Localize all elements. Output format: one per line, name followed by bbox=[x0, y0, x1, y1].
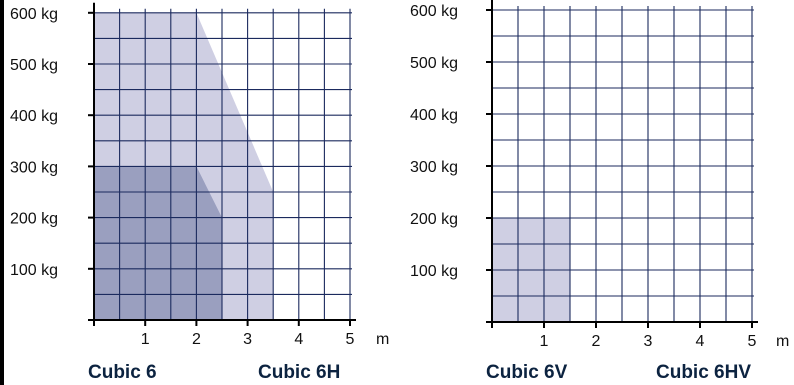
y-tick-label: 600 kg bbox=[410, 3, 458, 20]
chart-panel-2: 100 kg 200 kg 300 kg 400 kg 500 kg 600 kg 1 2 3 4… bbox=[410, 0, 789, 383]
y-tick-label: 400 kg bbox=[410, 107, 458, 124]
model-caption: Cubic 6 bbox=[88, 362, 157, 383]
y-tick-label: 600 kg bbox=[10, 6, 58, 23]
model-caption: Cubic 6V bbox=[486, 362, 568, 383]
x-unit-label: m bbox=[376, 331, 389, 348]
x-tick-label: 1 bbox=[141, 331, 150, 348]
x-tick-label: 2 bbox=[592, 333, 601, 350]
x-tick-label: 4 bbox=[294, 331, 303, 348]
x-tick-label: 2 bbox=[192, 331, 201, 348]
y-tick-label: 200 kg bbox=[410, 211, 458, 228]
x-tick-label: 3 bbox=[644, 333, 653, 350]
chart-panel-1: 100 kg 200 kg 300 kg 400 kg 500 kg 600 kg 1 2 3 4… bbox=[10, 2, 389, 383]
y-tick-label: 500 kg bbox=[10, 57, 58, 74]
left-edge-bar bbox=[0, 0, 4, 385]
y-tick-label: 100 kg bbox=[410, 263, 458, 280]
x-tick-label: 1 bbox=[540, 333, 549, 350]
y-tick-label: 500 kg bbox=[410, 55, 458, 72]
x-unit-label: m bbox=[776, 333, 789, 350]
model-caption: Cubic 6HV bbox=[656, 362, 751, 383]
x-tick-label: 5 bbox=[748, 333, 757, 350]
x-tick-label: 4 bbox=[696, 333, 705, 350]
x-tick-label: 3 bbox=[243, 331, 252, 348]
y-tick-label: 300 kg bbox=[410, 159, 458, 176]
x-tick-label: 5 bbox=[346, 331, 355, 348]
y-tick-label: 200 kg bbox=[10, 211, 58, 228]
y-tick-label: 400 kg bbox=[10, 108, 58, 125]
model-caption: Cubic 6H bbox=[258, 362, 340, 383]
y-tick-label: 100 kg bbox=[10, 262, 58, 279]
y-tick-label: 300 kg bbox=[10, 159, 58, 176]
